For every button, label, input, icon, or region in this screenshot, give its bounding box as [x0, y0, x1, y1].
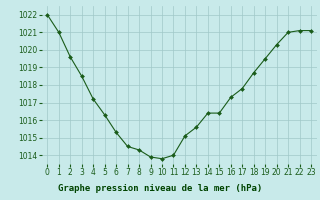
Text: Graphe pression niveau de la mer (hPa): Graphe pression niveau de la mer (hPa)	[58, 184, 262, 193]
